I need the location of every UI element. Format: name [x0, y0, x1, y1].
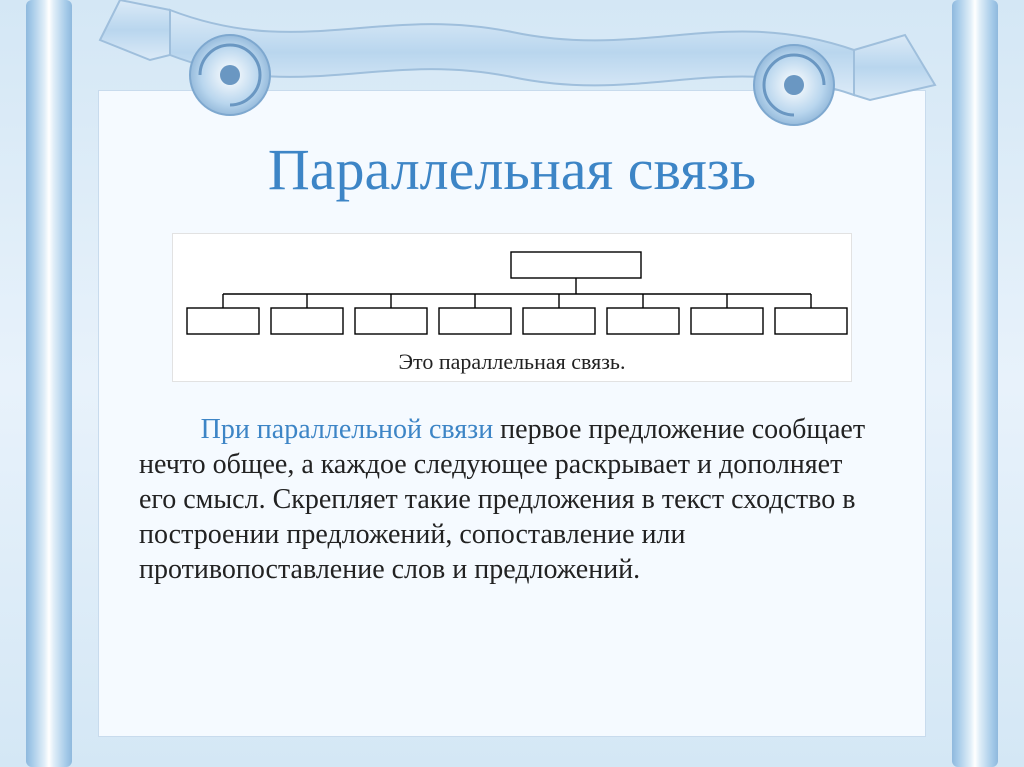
body-lead: При параллельной связи: [201, 414, 494, 445]
page-title: Параллельная связь: [268, 136, 756, 203]
pillar-right: [952, 0, 998, 767]
diagram-caption: Это параллельная связь.: [181, 349, 843, 375]
tree-diagram: [181, 244, 853, 340]
diagram-container: Это параллельная связь.: [172, 233, 852, 382]
body-paragraph: При параллельной связи первое предложени…: [139, 412, 885, 587]
pillar-left: [26, 0, 72, 767]
content-panel: Параллельная связь Это параллельная связ…: [98, 90, 926, 737]
